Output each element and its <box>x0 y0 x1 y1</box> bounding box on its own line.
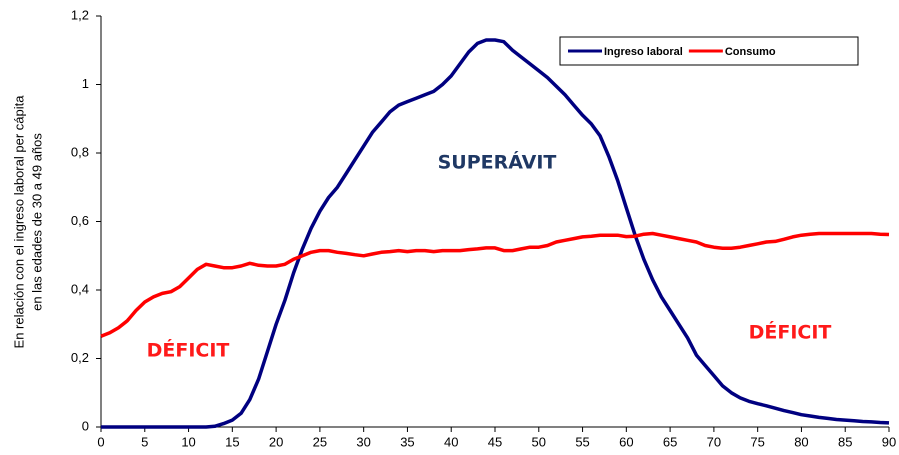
series-line <box>100 231 890 338</box>
x-tick-label: 45 <box>488 434 502 449</box>
x-tick-label: 70 <box>707 434 721 449</box>
x-tick-label: 5 <box>141 434 148 449</box>
legend-label: Ingreso laboral <box>604 46 683 58</box>
x-tick-label: 55 <box>575 434 589 449</box>
annotation: DÉFICIT <box>147 339 230 362</box>
x-tick-label: 75 <box>750 434 764 449</box>
y-tick-label: 0,4 <box>71 281 89 296</box>
x-tick-label: 90 <box>882 434 896 449</box>
x-tick-label: 85 <box>838 434 852 449</box>
y-tick-label: 1 <box>82 76 89 91</box>
x-tick-label: 10 <box>181 434 195 449</box>
annotation: SUPERÁVIT <box>438 151 557 174</box>
x-tick-label: 40 <box>444 434 458 449</box>
y-axis-label: En relación con el ingreso laboral per c… <box>11 95 26 349</box>
y-tick-label: 0,2 <box>71 350 89 365</box>
series-line <box>101 38 890 429</box>
legend-label: Consumo <box>725 46 776 58</box>
x-tick-label: 0 <box>97 434 104 449</box>
y-axis-label: en las edades de 30 a 49 años <box>29 133 44 311</box>
x-tick-label: 65 <box>663 434 677 449</box>
y-tick-label: 0,8 <box>71 144 89 159</box>
y-tick-label: 0,6 <box>71 213 89 228</box>
x-tick-label: 50 <box>532 434 546 449</box>
x-tick-label: 30 <box>356 434 370 449</box>
x-tick-label: 60 <box>619 434 633 449</box>
x-tick-label: 80 <box>794 434 808 449</box>
x-tick-label: 35 <box>400 434 414 449</box>
y-tick-label: 0 <box>82 418 89 433</box>
x-tick-label: 25 <box>313 434 327 449</box>
annotation: DÉFICIT <box>749 321 832 344</box>
y-tick-label: 1,2 <box>71 7 89 22</box>
x-tick-label: 20 <box>269 434 283 449</box>
x-tick-label: 15 <box>225 434 239 449</box>
